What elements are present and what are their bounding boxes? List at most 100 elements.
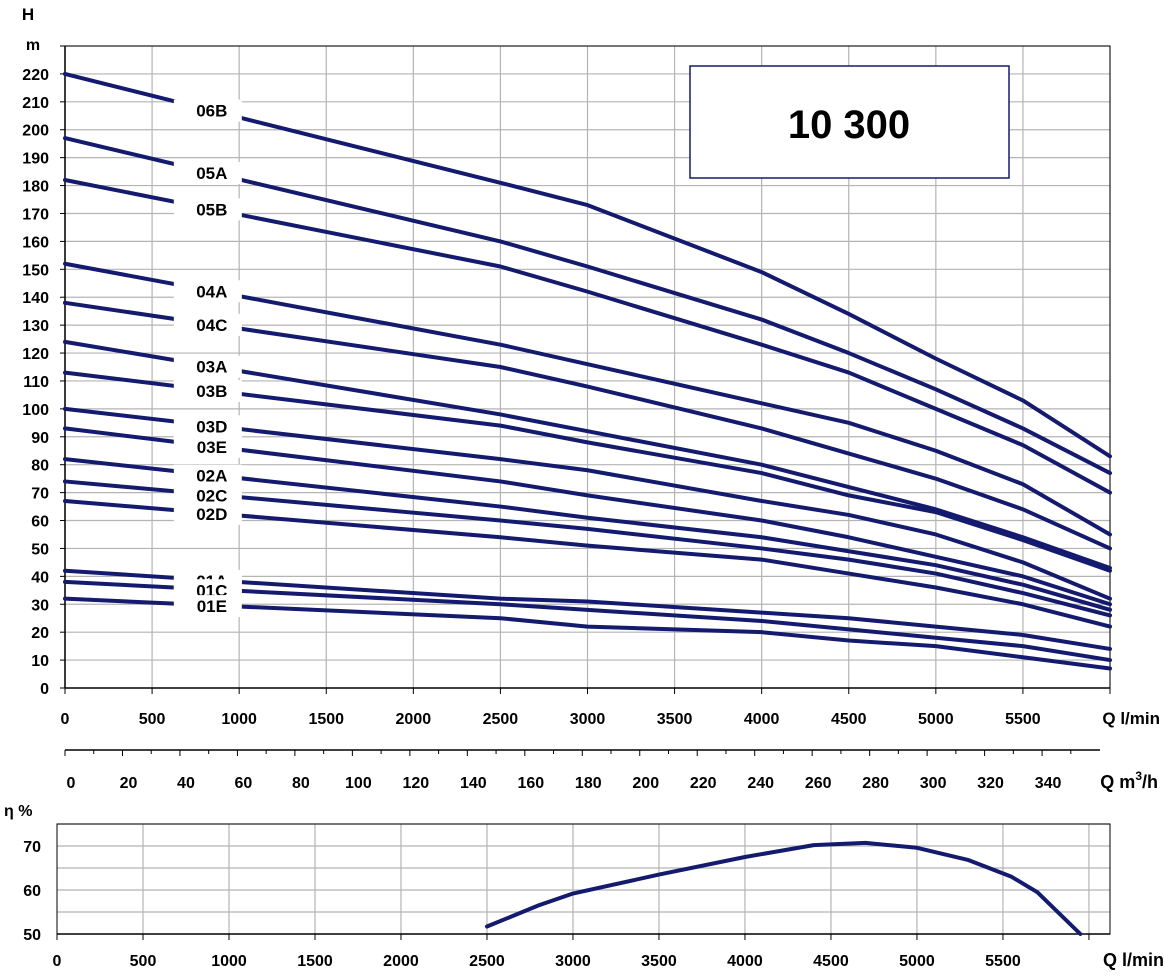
x-tick-label: 0 <box>61 711 70 728</box>
m3h-tick-label: 40 <box>177 775 195 792</box>
head-curve-06B <box>63 71 1112 459</box>
y-tick-label: 190 <box>22 151 49 168</box>
m3h-tick-label: 180 <box>575 775 602 792</box>
head-curve-02A <box>63 457 1112 612</box>
y-tick-label: 210 <box>22 95 49 112</box>
curve-label-background <box>173 355 242 378</box>
eff-x-tick-label: 2500 <box>469 953 505 970</box>
y-tick-label: 130 <box>22 318 49 335</box>
y-tick-label: 90 <box>31 430 49 447</box>
y-tick-label: 30 <box>31 597 49 614</box>
x-tick-label: 2000 <box>396 711 432 728</box>
m3h-tick-label: 60 <box>235 775 253 792</box>
eff-y-tick-label: 70 <box>23 839 41 856</box>
efficiency-chart-grid <box>57 823 1110 934</box>
m3h-tick-label: 100 <box>345 775 372 792</box>
curve-label-background <box>173 502 242 525</box>
curve-label-04A: 04A <box>196 282 227 301</box>
m3h-tick-label: 120 <box>402 775 429 792</box>
m3h-tick-label: 280 <box>862 775 889 792</box>
curve-label-background <box>173 464 242 487</box>
head-curve-01A <box>63 568 1112 651</box>
curve-label-background <box>173 415 242 438</box>
m3h-tick-label: 320 <box>977 775 1004 792</box>
m3h-tick-label: 0 <box>67 775 76 792</box>
m3h-tick-label: 220 <box>690 775 717 792</box>
m3h-tick-label: 140 <box>460 775 487 792</box>
eff-x-tick-label: 1500 <box>297 953 333 970</box>
y-tick-label: 20 <box>31 625 49 642</box>
curve-label-03A: 03A <box>196 358 227 377</box>
curve-label-03D: 03D <box>196 417 227 436</box>
y-tick-label: 220 <box>22 67 49 84</box>
eff-x-tick-label: 4000 <box>727 953 763 970</box>
curve-label-background <box>173 280 242 303</box>
head-curve-01C <box>63 579 1112 663</box>
m3h-tick-label: 300 <box>920 775 947 792</box>
efficiency-axis-label: η % <box>4 803 32 820</box>
m3h-tick-label: 80 <box>292 775 310 792</box>
efficiency-x-axis-label: Q l/min <box>1103 950 1164 970</box>
eff-y-tick-label: 50 <box>23 927 41 944</box>
head-curve-03E <box>63 426 1112 607</box>
x-tick-label: 4000 <box>744 711 780 728</box>
x-axis-label-m3h: Q m3/h <box>1100 769 1158 792</box>
m3h-tick-label: 200 <box>632 775 659 792</box>
efficiency-tick-labels: 50 60 70 0 500 1000 1500 2000 2500 3000 3500 4000 45… <box>23 839 1021 970</box>
head-curve-04C <box>63 300 1112 551</box>
curve-label-04C: 04C <box>196 316 227 335</box>
x-tick-label: 5000 <box>918 711 954 728</box>
curve-label-03B: 03B <box>196 382 227 401</box>
y-tick-label: 120 <box>22 346 49 363</box>
head-curve-05B <box>63 177 1112 495</box>
eff-y-tick-label: 60 <box>23 883 41 900</box>
y-tick-label: 60 <box>31 514 49 531</box>
curve-label-05A: 05A <box>196 164 227 183</box>
eff-x-tick-label: 500 <box>130 953 157 970</box>
head-curve-labels: 06B05A05B04A04C03A03B03D03E02A02C02D01A0… <box>173 99 242 618</box>
y-tick-label: 140 <box>22 290 49 307</box>
curve-label-03E: 03E <box>197 438 227 457</box>
y-tick-label: 150 <box>22 262 49 279</box>
y-tick-label: 110 <box>23 374 49 391</box>
y-tick-label: 170 <box>22 206 49 223</box>
efficiency-chart-axes <box>56 823 1111 940</box>
x-tick-label: 500 <box>139 711 166 728</box>
curve-label-01E: 01E <box>197 597 227 616</box>
efficiency-curve-group <box>484 840 1083 936</box>
eff-x-tick-label: 5000 <box>899 953 935 970</box>
head-curve-01E <box>63 596 1112 671</box>
x-tick-label: 4500 <box>831 711 867 728</box>
head-curve-03D <box>63 406 1112 601</box>
curve-label-background <box>173 379 242 402</box>
curve-label-06B: 06B <box>196 102 227 121</box>
curve-label-05B: 05B <box>196 200 227 219</box>
curve-label-02D: 02D <box>196 505 227 524</box>
curve-label-02A: 02A <box>196 467 227 486</box>
y-tick-label: 180 <box>22 179 49 196</box>
chart-title: 10 300 <box>788 103 910 147</box>
main-chart-tick-labels: 0 10 20 30 40 50 60 70 80 90 100 110 120 130 140 150 160… <box>22 67 1041 728</box>
x-tick-label: 3500 <box>657 711 693 728</box>
y-tick-label: 80 <box>31 458 49 475</box>
x-tick-label: 1500 <box>308 711 344 728</box>
y-tick-label: 0 <box>40 681 49 698</box>
head-curve-04A <box>63 261 1112 537</box>
eff-x-tick-label: 3000 <box>555 953 591 970</box>
y-tick-label: 200 <box>22 123 49 140</box>
curve-label-background <box>173 313 242 336</box>
curve-label-background <box>173 198 242 221</box>
head-curve-02D <box>63 498 1112 629</box>
y-tick-label: 100 <box>22 402 49 419</box>
x-tick-label: 5500 <box>1005 711 1041 728</box>
m3h-secondary-axis: 0 20 40 60 80 100 120 140 160 180 200 220 240 260 280 3… <box>64 749 1100 792</box>
eff-x-tick-label: 3500 <box>641 953 677 970</box>
x-axis-label-lmin: Q l/min <box>1102 709 1160 728</box>
y-tick-label: 160 <box>22 234 49 251</box>
x-tick-label: 1000 <box>221 711 257 728</box>
efficiency-curve <box>484 840 1083 936</box>
m3h-tick-label: 340 <box>1035 775 1062 792</box>
head-curve-05A <box>63 136 1112 476</box>
curve-label-background <box>173 435 242 458</box>
